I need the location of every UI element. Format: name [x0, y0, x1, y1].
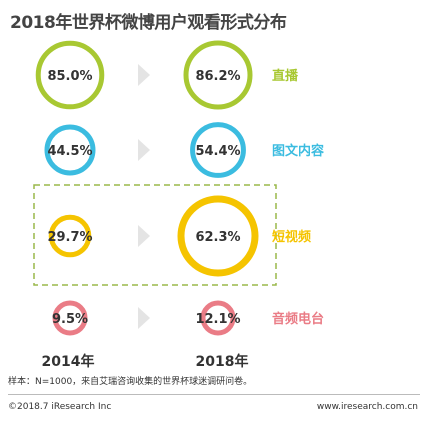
value-label: 12.1% [195, 312, 240, 327]
bubble-2014 [48, 214, 92, 258]
bubble-2018 [190, 122, 246, 178]
bubble-2014 [35, 40, 105, 110]
sample-note: 样本：N=1000，来自艾瑞咨询收集的世界杯球迷调研问卷。 [8, 377, 253, 387]
year-label: 2014年 [42, 353, 95, 370]
footer-divider [8, 394, 420, 395]
bubble-2018 [177, 195, 259, 277]
bubble-2014 [52, 300, 88, 336]
value-label: 29.7% [47, 230, 92, 245]
series-label: 短视频 [272, 229, 311, 245]
value-label: 85.0% [47, 69, 92, 84]
value-label: 44.5% [47, 144, 92, 159]
arrow-icon [138, 307, 150, 329]
highlight-box [33, 184, 277, 286]
arrow-icon [138, 64, 150, 86]
series-label: 直播 [272, 68, 299, 84]
arrow-icon [138, 225, 150, 247]
bubble-2014 [44, 124, 96, 176]
bubble-2018 [200, 300, 236, 336]
year-label: 2018年 [196, 353, 249, 370]
bubble-2018 [183, 40, 253, 110]
chart-title: 2018年世界杯微博用户观看形式分布 [10, 13, 287, 33]
series-label: 图文内容 [272, 143, 324, 159]
arrow-icon [138, 139, 150, 161]
value-label: 9.5% [52, 312, 88, 327]
value-label: 62.3% [195, 230, 240, 245]
copyright-text: ©2018.7 iResearch Inc [8, 402, 112, 412]
value-label: 54.4% [195, 144, 240, 159]
value-label: 86.2% [195, 69, 240, 84]
website-text: www.iresearch.com.cn [316, 402, 418, 412]
series-label: 音频电台 [272, 311, 324, 327]
